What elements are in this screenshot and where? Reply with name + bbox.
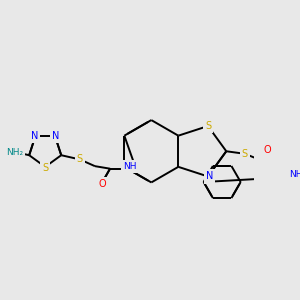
Text: N: N	[52, 131, 60, 141]
Text: N: N	[31, 131, 38, 141]
Text: S: S	[242, 149, 248, 159]
Text: S: S	[42, 163, 48, 173]
Text: NH: NH	[290, 169, 300, 178]
Text: NH: NH	[123, 162, 136, 171]
Text: NH: NH	[123, 162, 136, 171]
Text: S: S	[77, 154, 83, 164]
Text: NH₂: NH₂	[6, 148, 23, 157]
Text: O: O	[264, 146, 272, 155]
Text: S: S	[205, 121, 211, 131]
Text: O: O	[99, 179, 106, 189]
Text: N: N	[206, 172, 213, 182]
Text: NH: NH	[290, 169, 300, 178]
